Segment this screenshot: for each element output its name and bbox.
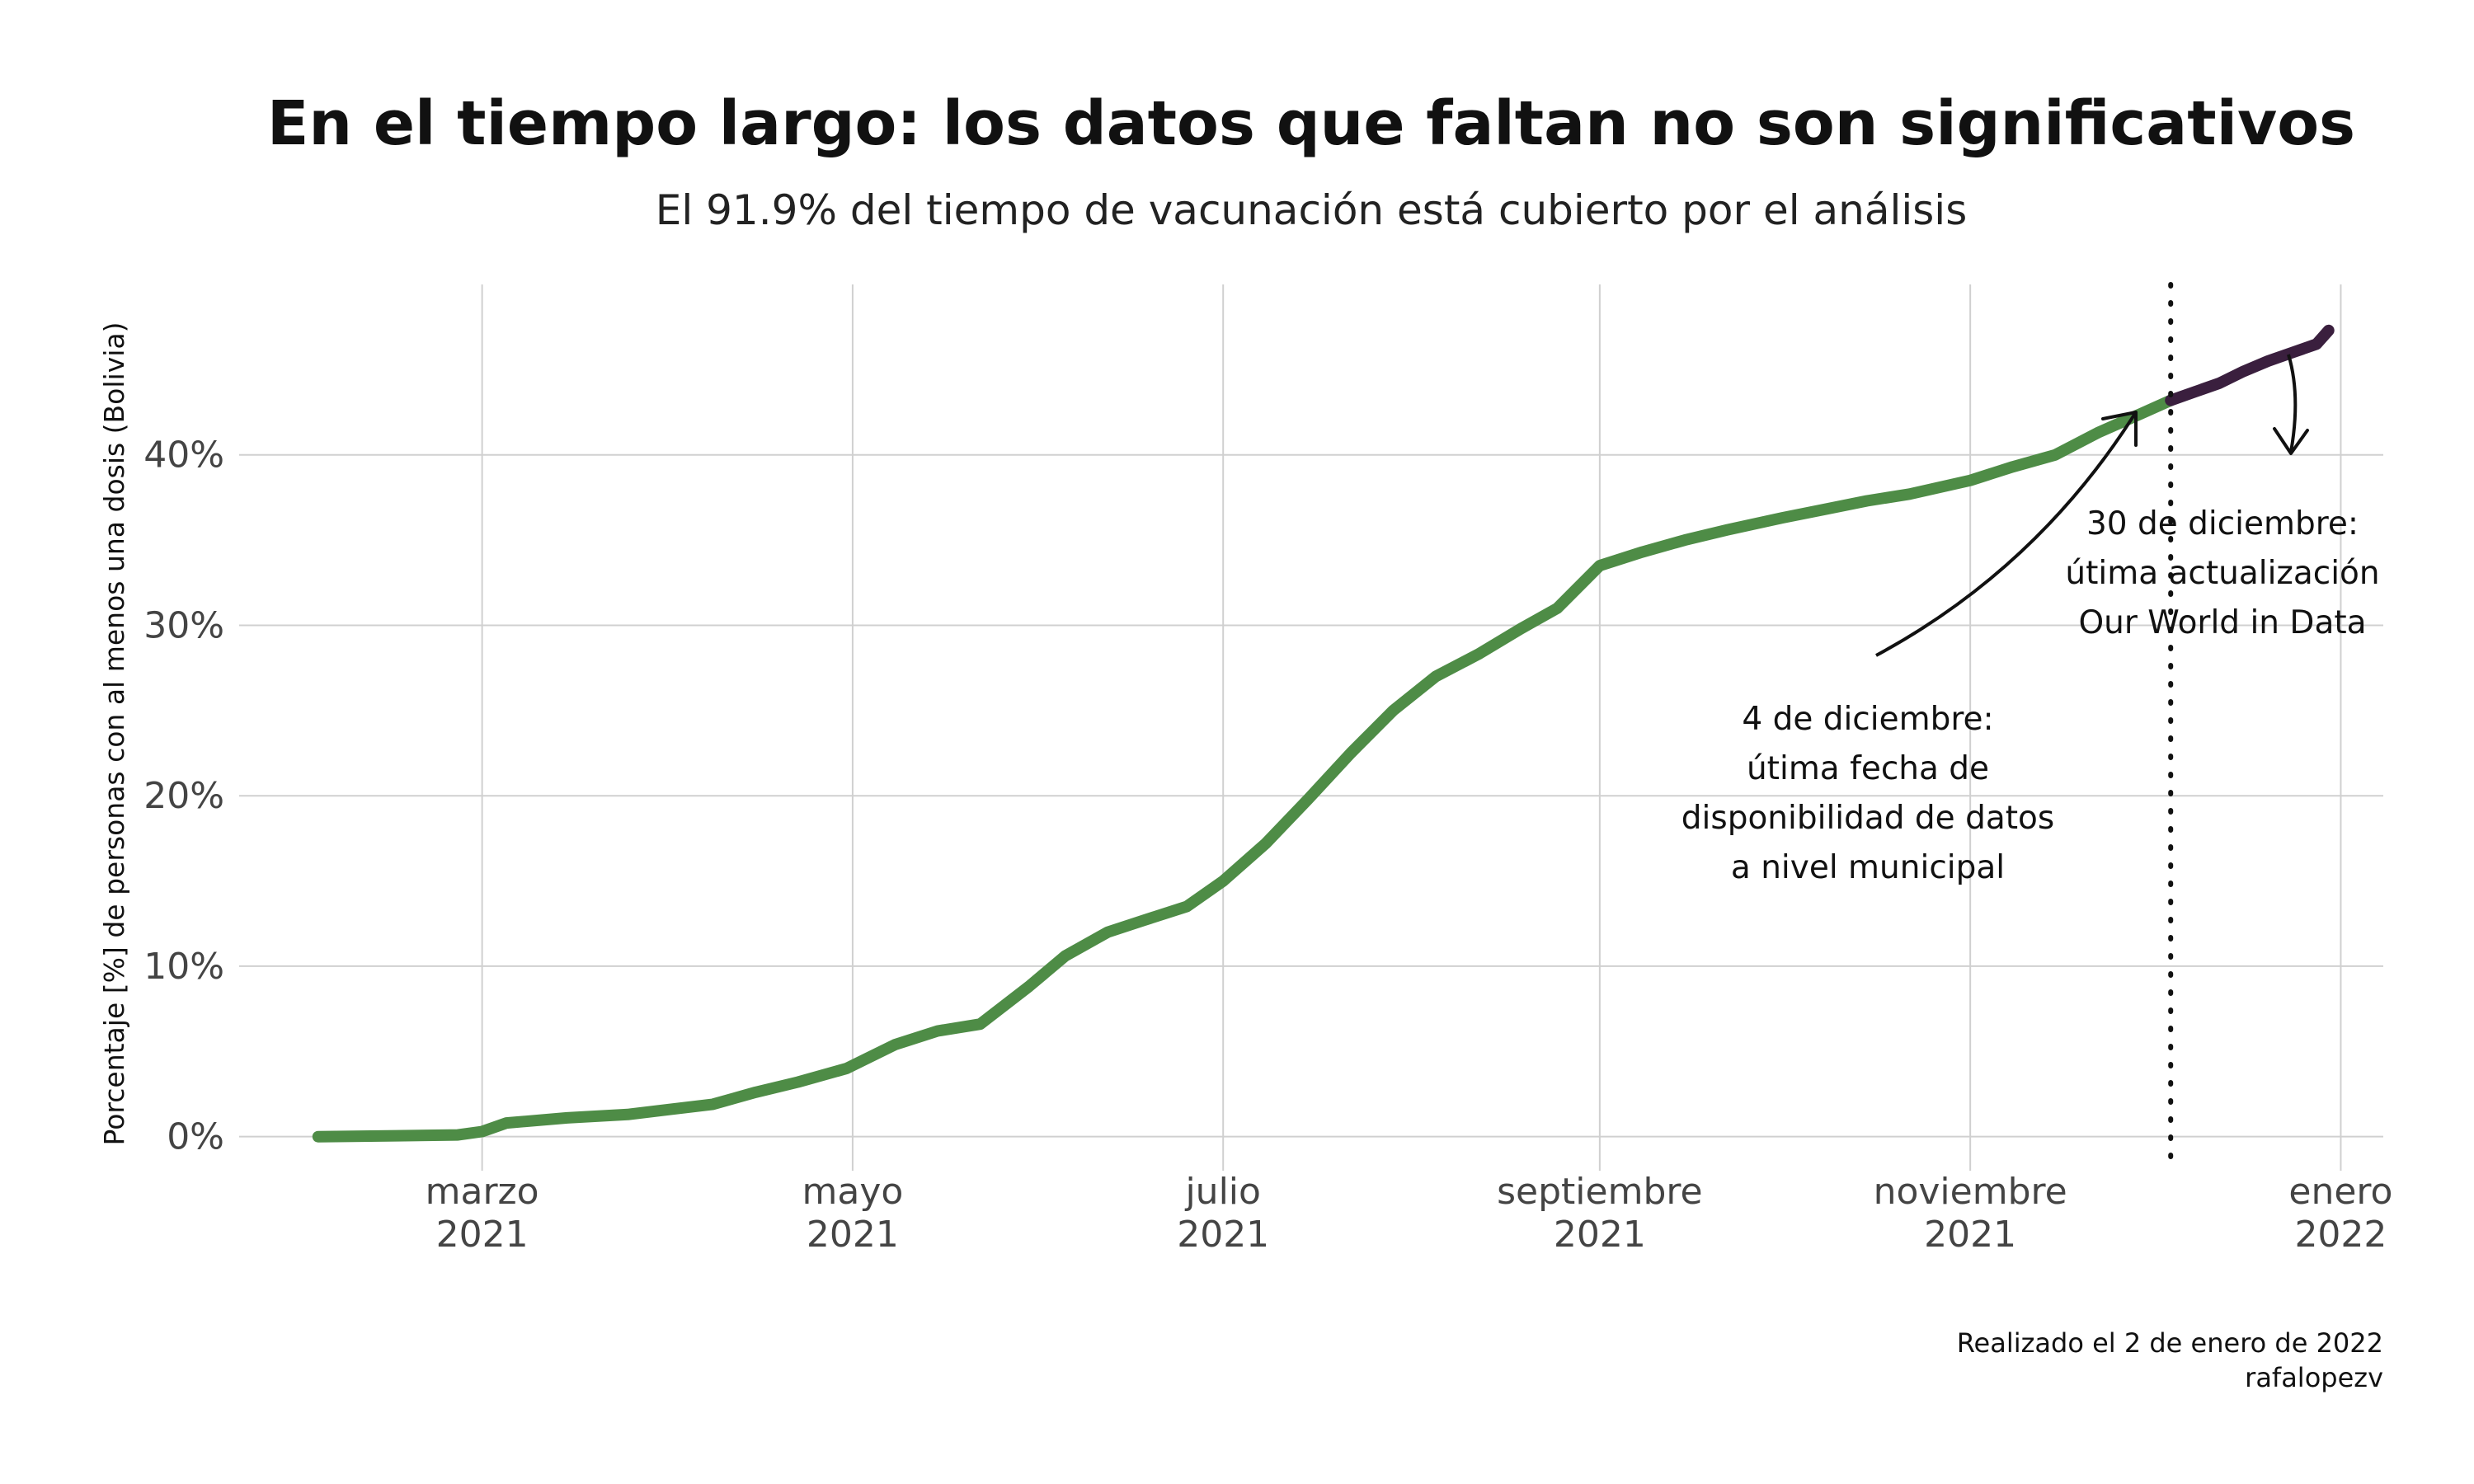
gridlines xyxy=(239,284,2383,1171)
caption-line: Realizado el 2 de enero de 2022 xyxy=(1957,1327,2383,1359)
annotation-owid: 30 de diciembre: útima actualización Our… xyxy=(2065,354,2380,641)
arrow-to-cutoff xyxy=(1875,411,2138,657)
chart-subtitle: El 91.9% del tiempo de vacunación está c… xyxy=(656,186,1968,234)
annotation-line: útima fecha de xyxy=(1747,750,1989,787)
chart-title: En el tiempo largo: los datos que faltan… xyxy=(267,88,2355,159)
x-tick-label: mayo xyxy=(802,1171,904,1213)
annotation-line: 4 de diciembre: xyxy=(1742,701,1993,738)
series-line-0 xyxy=(312,394,2177,1143)
caption-line: rafalopezv xyxy=(2245,1362,2383,1393)
annotation-line: disponibilidad de datos xyxy=(1681,800,2054,837)
x-axis-ticks: marzo2021mayo2021julio2021septiembre2021… xyxy=(426,1171,2393,1256)
y-axis-label: Porcentaje [%] de personas con al menos … xyxy=(98,322,130,1145)
x-tick-label: 2021 xyxy=(807,1214,899,1256)
arrow-down xyxy=(2287,354,2298,453)
x-tick-label: 2021 xyxy=(1177,1214,1269,1256)
y-tick-label: 0% xyxy=(167,1116,224,1158)
y-tick-label: 20% xyxy=(143,775,224,817)
y-tick-label: 30% xyxy=(143,604,224,646)
annotation-municipal: 4 de diciembre: útima fecha de disponibi… xyxy=(1681,411,2138,886)
annotation-line: útima actualización xyxy=(2065,555,2379,592)
x-tick-label: 2022 xyxy=(2294,1214,2387,1256)
x-tick-label: 2021 xyxy=(1924,1214,2016,1256)
annotation-line: a nivel municipal xyxy=(1731,849,2005,886)
annotation-line: 30 de diciembre: xyxy=(2086,505,2359,542)
x-tick-label: marzo xyxy=(426,1171,539,1213)
x-tick-label: noviembre xyxy=(1874,1171,2067,1213)
x-tick-label: septiembre xyxy=(1497,1171,1702,1213)
annotation-line: Our World in Data xyxy=(2078,604,2366,641)
y-tick-label: 40% xyxy=(143,434,224,477)
x-tick-label: 2021 xyxy=(436,1214,529,1256)
x-tick-label: enero xyxy=(2288,1171,2392,1213)
arrow-head-icon xyxy=(2273,427,2309,455)
y-tick-label: 10% xyxy=(143,946,224,988)
arrow-head-icon xyxy=(2101,411,2138,447)
x-tick-label: 2021 xyxy=(1554,1214,1646,1256)
x-tick-label: julio xyxy=(1184,1171,1260,1213)
series-lines xyxy=(312,324,2335,1143)
series-line-1 xyxy=(2165,324,2335,406)
y-axis-ticks: 0% 10% 20% 30% 40% xyxy=(143,434,224,1158)
